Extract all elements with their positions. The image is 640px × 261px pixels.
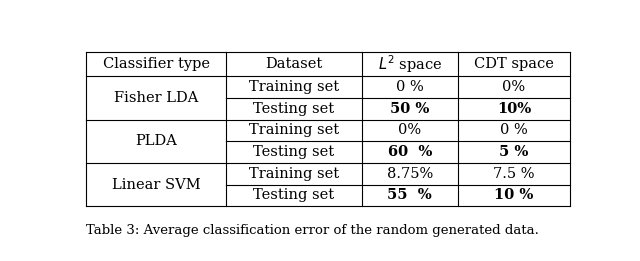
- Text: 5 %: 5 %: [499, 145, 529, 159]
- Text: Testing set: Testing set: [253, 145, 335, 159]
- Text: Fisher LDA: Fisher LDA: [114, 91, 198, 105]
- Text: PLDA: PLDA: [135, 134, 177, 148]
- Text: 10%: 10%: [497, 102, 531, 116]
- Text: Testing set: Testing set: [253, 188, 335, 202]
- Text: 55  %: 55 %: [387, 188, 432, 202]
- Text: 50 %: 50 %: [390, 102, 429, 116]
- Text: Table 3: Average classification error of the random generated data.: Table 3: Average classification error of…: [86, 224, 539, 237]
- Text: 0%: 0%: [502, 80, 525, 94]
- Text: 0 %: 0 %: [396, 80, 424, 94]
- Text: 10 %: 10 %: [494, 188, 534, 202]
- Text: $L^{2}$ space: $L^{2}$ space: [378, 54, 442, 75]
- Text: Classifier type: Classifier type: [102, 57, 210, 71]
- Text: Training set: Training set: [249, 167, 339, 181]
- Text: Linear SVM: Linear SVM: [112, 177, 200, 192]
- Text: 7.5 %: 7.5 %: [493, 167, 535, 181]
- Text: Training set: Training set: [249, 80, 339, 94]
- Text: 0%: 0%: [398, 123, 421, 137]
- Text: 0 %: 0 %: [500, 123, 528, 137]
- Text: Dataset: Dataset: [266, 57, 323, 71]
- Text: 8.75%: 8.75%: [387, 167, 433, 181]
- Text: Training set: Training set: [249, 123, 339, 137]
- Text: CDT space: CDT space: [474, 57, 554, 71]
- Text: 60  %: 60 %: [388, 145, 432, 159]
- Text: Testing set: Testing set: [253, 102, 335, 116]
